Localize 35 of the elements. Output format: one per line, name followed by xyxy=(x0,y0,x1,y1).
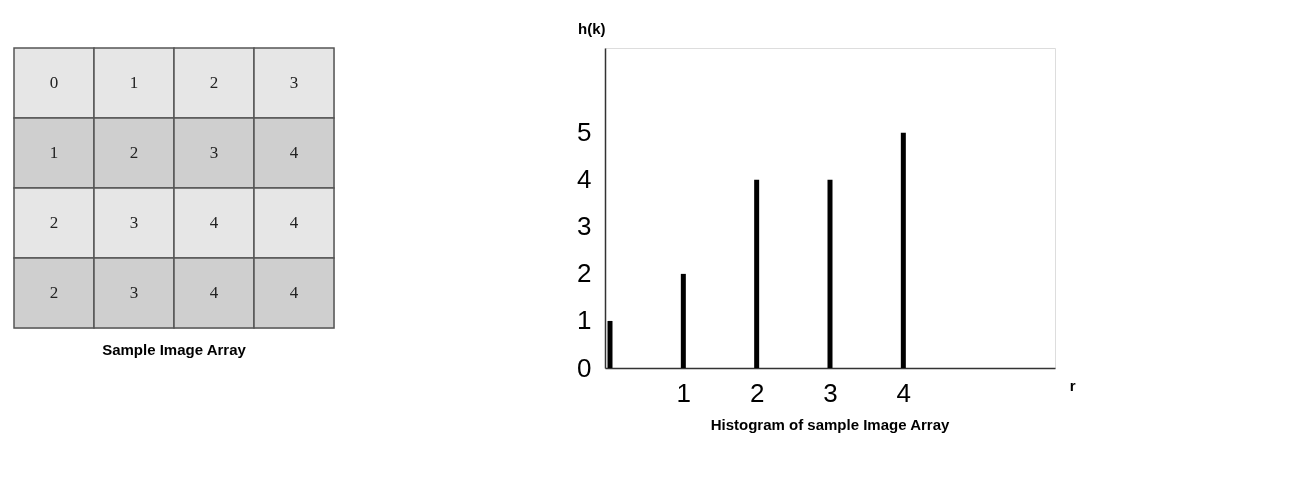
bar xyxy=(900,132,906,368)
y-tick-label: 3 xyxy=(577,211,592,242)
y-axis-title: h(k) xyxy=(578,19,606,37)
data-label: 3 xyxy=(129,213,139,232)
data-label: 2 xyxy=(209,73,219,92)
y-tick-label: 5 xyxy=(577,117,592,148)
data-label: 2 xyxy=(49,213,59,232)
data-label: 4 xyxy=(209,213,219,232)
text: Sample Image Array xyxy=(102,340,247,358)
data-label: 2 xyxy=(129,143,139,162)
data-label: 2 xyxy=(49,283,59,302)
bar xyxy=(607,320,613,368)
data-label: 4 xyxy=(289,213,299,232)
x-axis-title: r xyxy=(1069,376,1076,394)
data-label: 3 xyxy=(209,143,219,162)
y-tick-label: 1 xyxy=(577,305,592,336)
bar xyxy=(680,273,686,368)
y-tick-label: 4 xyxy=(577,164,592,195)
data-label: 3 xyxy=(289,73,299,92)
y-tick-label: 0 xyxy=(577,352,592,383)
data-label: 4 xyxy=(289,143,299,162)
x-tick-label: 1 xyxy=(676,377,692,408)
bar xyxy=(827,179,833,368)
x-tick-label: 3 xyxy=(823,377,838,408)
x-tick-label: 4 xyxy=(896,377,912,408)
data-label: 1 xyxy=(129,73,139,92)
bar xyxy=(754,179,760,368)
y-tick-label: 2 xyxy=(577,258,592,289)
x-tick-label: 2 xyxy=(749,377,765,408)
data-label: 4 xyxy=(209,283,219,302)
data-label: 3 xyxy=(129,283,139,302)
data-label: 4 xyxy=(289,283,299,302)
data-label: 0 xyxy=(49,73,59,92)
text: Histogram of sample Image Array xyxy=(710,416,950,433)
data-label: 1 xyxy=(49,143,59,162)
